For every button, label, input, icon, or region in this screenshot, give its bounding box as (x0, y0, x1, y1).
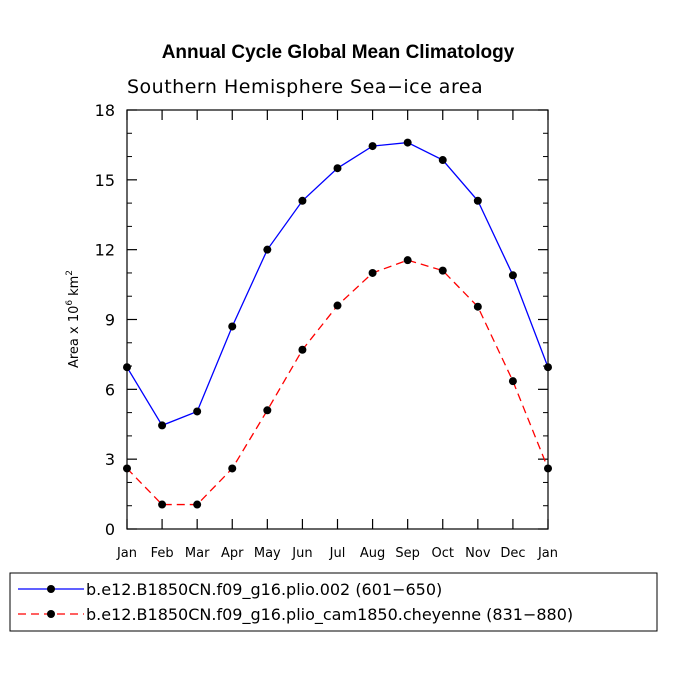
series-1-point (298, 196, 307, 205)
x-tick-label: Aug (360, 546, 385, 561)
series-2-point (123, 464, 131, 473)
series-line-1 (126, 141, 549, 427)
series-2-point (158, 500, 167, 509)
y-tick-label: 15 (95, 171, 115, 190)
legend: b.e12.B1850CN.f09_g16.plio.002 (601−650)… (18, 580, 573, 625)
chart-subtitle: Southern Hemisphere Sea−ice area (127, 76, 483, 98)
series-2-point (333, 301, 342, 310)
series-1-point (263, 245, 272, 254)
series-2-point (438, 266, 447, 275)
series-1-point (473, 196, 482, 205)
y-tick-label: 12 (95, 241, 115, 260)
y-tick-label: 3 (105, 450, 115, 469)
x-tick-label: Feb (151, 546, 174, 561)
x-tick-label: Mar (185, 546, 210, 561)
x-tick-label: Sep (395, 546, 420, 561)
series-2-point (473, 302, 482, 311)
series-1-point (193, 407, 202, 416)
y-axis-label-exponent: 6 (65, 300, 75, 306)
x-tick-label: May (254, 546, 281, 561)
x-tick-label: Dec (500, 546, 525, 561)
series-2-point (368, 268, 377, 277)
series-1-point (123, 363, 131, 372)
x-tick-label: Oct (432, 546, 454, 561)
series-2-point (263, 406, 272, 415)
x-tick-label: Jun (291, 546, 312, 561)
series-2-point (544, 464, 552, 473)
x-tick-label: Jul (329, 546, 346, 561)
series-2-point (508, 377, 517, 386)
y-axis: 0 3 6 9 12 15 18 (95, 101, 548, 539)
series-1-point (544, 363, 552, 372)
series-1-point (228, 322, 237, 331)
series-1-point (403, 138, 412, 147)
series-1-point (158, 421, 167, 430)
series-2-point (228, 464, 237, 473)
legend-label-2: b.e12.B1850CN.f09_g16.plio_cam1850.cheye… (86, 605, 573, 625)
x-tick-label: Nov (465, 546, 491, 561)
series-2-point (193, 500, 202, 509)
y-axis-label-unit: km (67, 276, 82, 296)
series-layer (123, 138, 552, 509)
legend-marker-2 (47, 610, 55, 618)
plot-frame (126, 109, 549, 530)
y-tick-label: 9 (105, 311, 115, 330)
chart-title: Annual Cycle Global Mean Climatology (162, 42, 515, 63)
y-axis-label-unit-exponent: 2 (65, 270, 75, 276)
y-axis-label: Area x 106 km2 (65, 270, 82, 368)
x-tick-label: Apr (221, 546, 244, 561)
x-tick-label: Jan (116, 546, 137, 561)
series-2-point (298, 345, 307, 354)
series-line-2 (126, 259, 549, 506)
y-tick-label: 0 (105, 520, 115, 539)
y-tick-label: 6 (105, 380, 115, 399)
series-1-point (438, 156, 447, 165)
x-tick-label: Jan (537, 546, 558, 561)
y-axis-label-text: Area x 10 (67, 306, 82, 368)
series-1-point (508, 271, 517, 280)
legend-label-1: b.e12.B1850CN.f09_g16.plio.002 (601−650) (86, 580, 442, 600)
series-2-point (403, 256, 412, 265)
y-tick-label: 18 (95, 101, 115, 120)
series-1-point (368, 142, 377, 151)
legend-marker-1 (47, 585, 55, 593)
series-1-point (333, 164, 342, 173)
minor-ticks (127, 132, 548, 507)
x-axis: Jan Feb Mar Apr May Jun Jul Aug Sep Oct Nov Dec Jan (116, 110, 558, 561)
legend-box (9, 572, 658, 632)
